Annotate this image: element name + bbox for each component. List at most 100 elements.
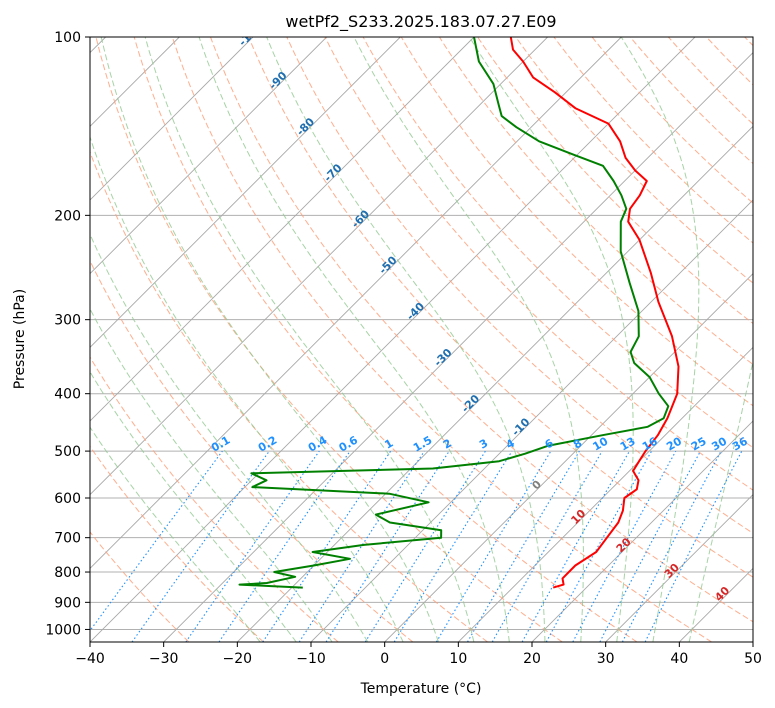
isotherm-line [237,125,753,642]
moist-adiabat-line [90,308,333,642]
dry-adiabat-line [744,37,753,47]
dry-adiabat-line [629,37,753,165]
chart-title: wetPf2_S233.2025.183.07.27.E09 [285,12,556,32]
isotherm-label: 10 [568,507,588,527]
mixing-ratio-label: 2 [441,437,454,452]
isotherm-line [531,420,753,642]
y-tick-label: 400 [54,387,81,403]
isotherm-label: 40 [712,584,732,604]
mixing-ratio-line [131,450,270,642]
isotherm-line [384,273,753,642]
dry-adiabat-line [706,37,753,86]
mixing-ratio-line [90,450,223,632]
moist-adiabat-line [90,135,404,642]
y-tick-label: 100 [54,30,81,46]
dry-adiabat-line [477,37,753,325]
y-tick-label: 800 [54,565,81,581]
x-tick-label: −30 [149,651,179,667]
isotherm-line [752,641,753,642]
temperature-profile-line [509,37,680,589]
mixing-ratio-label: 4 [504,436,517,451]
moist-adiabat-line [198,37,510,642]
isotherm-label: -100 [236,20,265,49]
isotherm-line [90,37,401,348]
dry-adiabat-line [90,356,339,642]
isotherm-line [679,567,753,642]
dry-adiabat-line [668,37,753,125]
dry-adiabat-line [248,37,753,578]
isotherm-line [163,52,753,642]
moist-adiabat-line [353,37,584,642]
isotherm-label: 30 [662,561,682,581]
x-tick-label: 0 [380,651,389,667]
y-tick-label: 600 [54,491,81,507]
isotherm-line [90,37,327,275]
mixing-ratio-line [298,450,425,642]
y-axis: 100 200 300 400 500 600 700 800 900 1000 [45,30,90,638]
dry-adiabat-line [591,37,753,204]
dry-adiabat-line [90,531,190,642]
x-tick-label: −20 [223,651,253,667]
isotherm-label: -60 [349,207,372,230]
isotherm-line [90,37,622,569]
mixing-ratio-label: 3 [477,437,490,452]
dry-adiabat-line [515,37,753,284]
data-lines [238,37,680,589]
dry-adiabat-line [286,37,753,534]
y-tick-label: 1000 [45,622,81,638]
mixing-ratio-line [572,450,677,642]
x-tick-label: 10 [449,651,467,667]
mixing-ratio-line [521,450,630,642]
mixing-ratio-line [393,450,513,642]
isotherm-label: -90 [266,69,289,92]
mixing-ratio-line [545,450,653,642]
y-tick-label: 300 [54,313,81,329]
mixing-ratio-line [262,450,392,642]
isotherm-line [310,199,753,642]
dry-adiabat-line [90,259,414,642]
x-tick-label: −10 [296,651,326,667]
mixing-ratio-line [644,450,743,642]
moist-adiabat-line [90,370,297,642]
mixing-ratio-line [218,450,351,642]
dry-adiabat-line [324,37,753,491]
moist-adiabat-line [469,37,634,642]
moist-adiabat-line [90,426,261,642]
dry-adiabat-line [438,37,753,366]
dry-adiabat-line [133,37,638,642]
dewpoint-profile-line [238,37,670,589]
isotherm-label: -10 [509,415,532,438]
isotherm-line [90,37,254,201]
moist-adiabat-line [144,37,475,642]
x-tick-label: 20 [523,651,541,667]
isotherm-line [90,37,696,642]
dry-adiabat-line [400,37,753,407]
moist-adiabat-line [266,37,546,642]
mixing-ratio-line [325,450,450,642]
isotherm-label: -20 [459,392,482,415]
plot-frame [89,36,754,643]
y-tick-label: 700 [54,531,81,547]
dry-adiabat-line [90,150,488,642]
dry-adiabat-line [90,445,264,642]
y-tick-label: 500 [54,444,81,460]
y-axis-label: Pressure (hPa) [12,289,28,389]
dry-adiabat-line [362,37,753,449]
x-tick-label: 30 [597,651,615,667]
isotherm-line [90,37,548,496]
mixing-ratio-line [185,450,320,642]
isotherm-label: -50 [376,253,399,276]
isotherm-line [458,346,753,642]
y-tick-label: 900 [54,595,81,611]
dry-adiabat-line [210,37,753,623]
x-axis: −40 −30 −20 −10 0 10 20 30 40 50 [75,642,762,667]
x-tick-label: 40 [670,651,688,667]
moist-adiabat-line [620,37,700,642]
x-tick-label: 50 [744,651,762,667]
isotherm-label: -30 [431,346,454,369]
isotherm-line [605,494,753,642]
background-lines [90,37,753,642]
y-tick-label: 200 [54,208,81,224]
x-axis-label: Temperature (°C) [360,681,482,697]
